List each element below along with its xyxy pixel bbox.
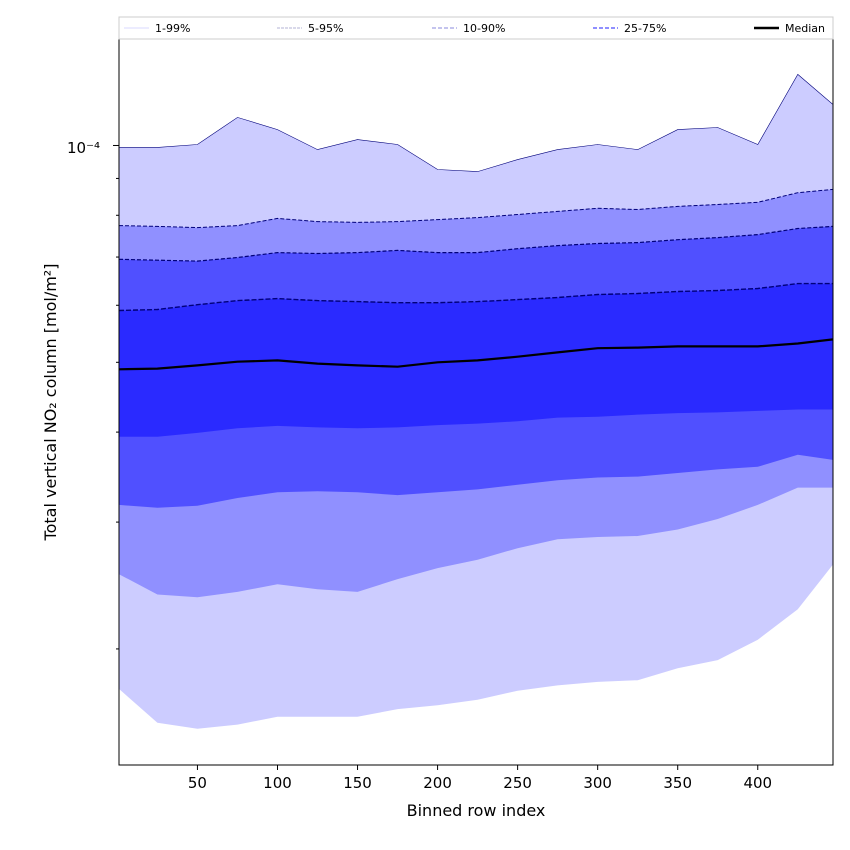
x-tick-label: 200 <box>423 774 452 792</box>
legend-label: Median <box>785 22 825 35</box>
percentile-lines <box>119 73 833 371</box>
line-median <box>119 338 833 371</box>
x-tick-label: 300 <box>583 774 612 792</box>
line-p75 <box>119 282 833 312</box>
percentile-bands <box>119 74 833 729</box>
y-axis-label: Total vertical NO₂ column [mol/m²] <box>41 264 60 542</box>
x-tick-label: 350 <box>663 774 692 792</box>
legend-label: 25-75% <box>624 22 666 35</box>
x-axis-label: Binned row index <box>407 801 546 820</box>
y-tick-label-major: 10⁻⁴ <box>67 139 100 157</box>
y-axis <box>113 144 119 650</box>
x-tick-label: 250 <box>503 774 532 792</box>
legend-label: 5-95% <box>308 22 343 35</box>
x-tick-label: 400 <box>743 774 772 792</box>
x-axis: 50 100 150 200 250 300 350 400 <box>188 765 772 792</box>
legend-box <box>118 16 834 40</box>
legend-label: 1-99% <box>155 22 190 35</box>
x-tick-label: 100 <box>263 774 292 792</box>
legend: 1-99% 5-95% 10-90% 25-75% Median <box>118 16 834 40</box>
line-p95 <box>119 188 833 229</box>
line-p99 <box>119 73 833 172</box>
x-tick-label: 50 <box>188 774 207 792</box>
x-tick-label: 150 <box>343 774 372 792</box>
legend-label: 10-90% <box>463 22 505 35</box>
